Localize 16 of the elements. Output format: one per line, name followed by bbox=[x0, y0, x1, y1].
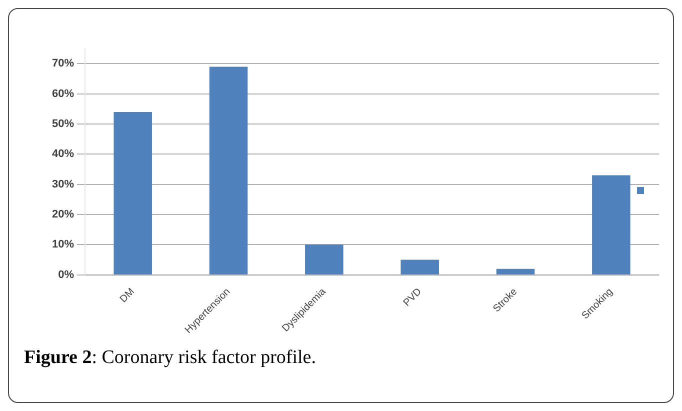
y-tick-label: 50% bbox=[52, 118, 74, 130]
caption: Figure 2: Coronary risk factor profile. bbox=[24, 347, 316, 369]
x-tick-label: DM bbox=[118, 286, 137, 306]
bar bbox=[400, 260, 439, 274]
bar bbox=[305, 244, 344, 274]
y-tick-label: 40% bbox=[52, 148, 74, 160]
y-tick-label: 30% bbox=[52, 178, 74, 190]
bar bbox=[496, 268, 535, 274]
bar bbox=[592, 175, 630, 274]
bar bbox=[114, 112, 152, 274]
y-tick-label: 70% bbox=[52, 58, 74, 70]
y-tick-label: 60% bbox=[52, 88, 74, 100]
bar bbox=[209, 66, 248, 274]
y-tick-label: 0% bbox=[58, 268, 74, 281]
y-tick-label: 20% bbox=[52, 208, 74, 221]
y-tick-label: 10% bbox=[52, 238, 74, 251]
